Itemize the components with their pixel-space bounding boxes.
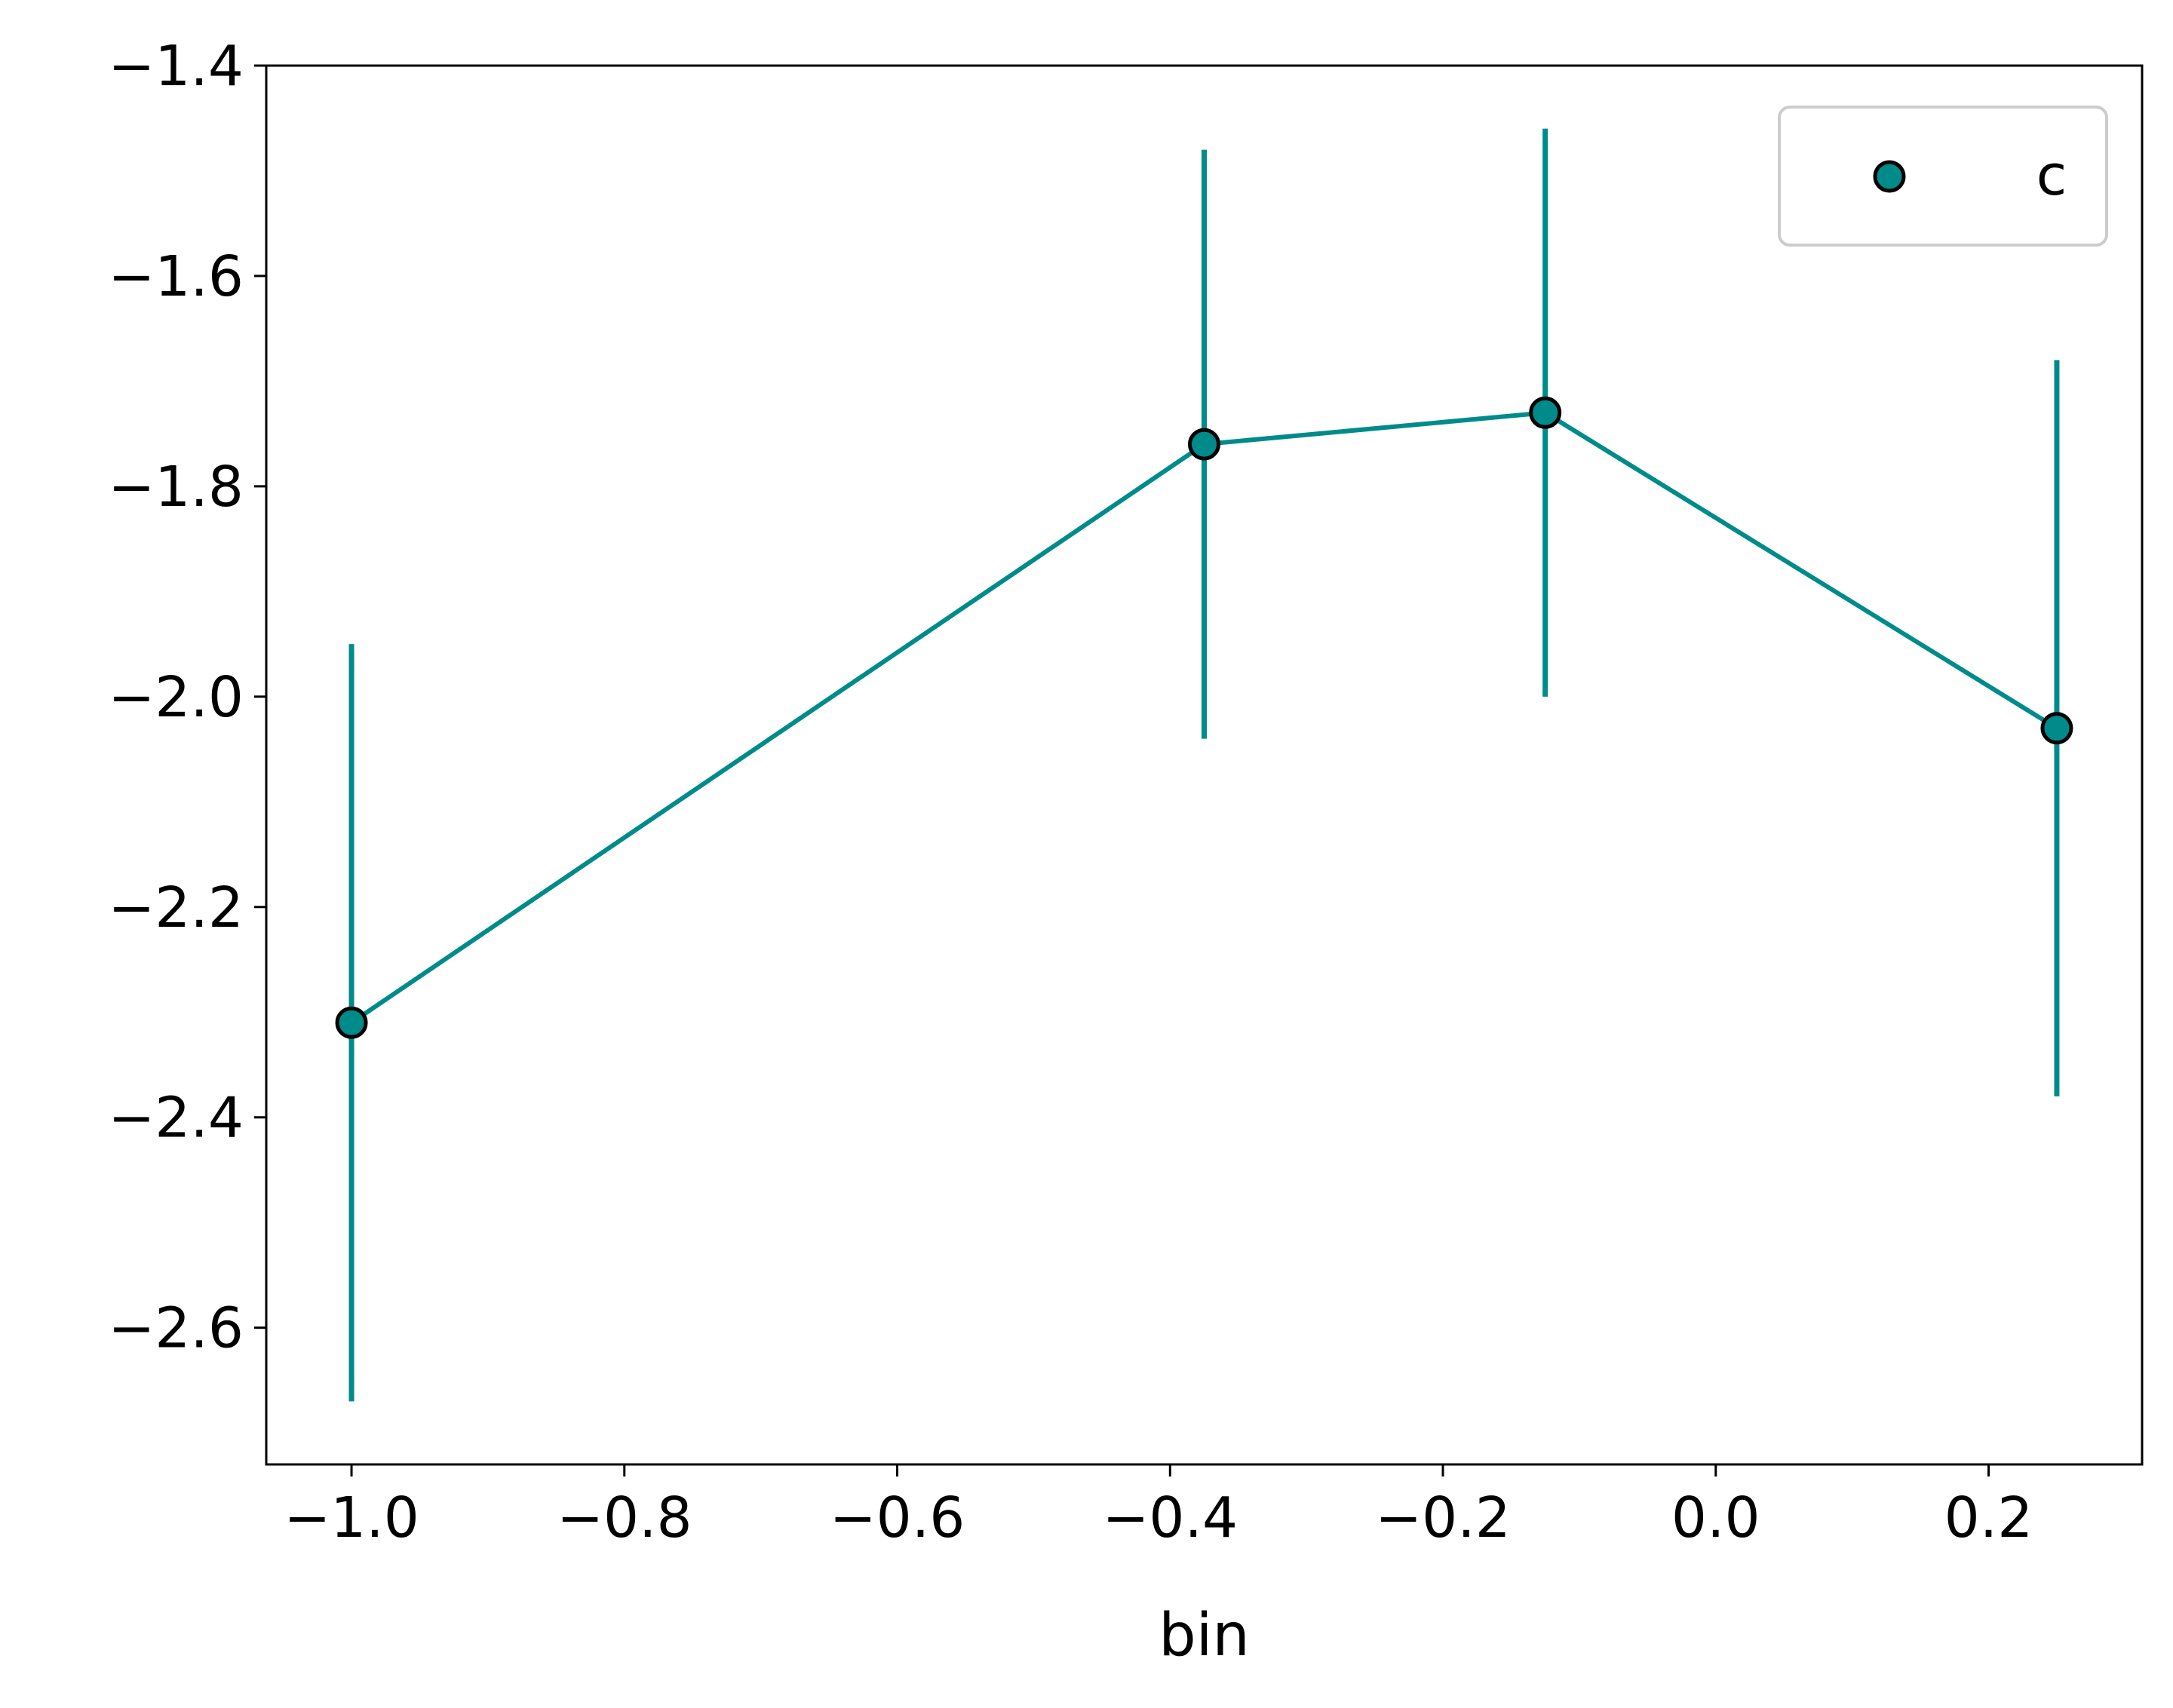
series-line <box>350 410 2058 1025</box>
legend-marker <box>1873 160 1906 193</box>
axes-frame <box>265 64 2144 1466</box>
y-tick-label: −2.0 <box>108 665 244 730</box>
x-tick-label: −1.0 <box>284 1486 419 1550</box>
legend-box <box>1778 106 2108 247</box>
series-layer <box>335 128 2073 1402</box>
y-axis: −2.6 −2.4 −2.2 −2.0 −1.8 −1.6 −1.4 <box>108 34 266 1361</box>
plot-frame <box>265 64 2144 1466</box>
x-tick-label: 0.2 <box>1944 1486 2033 1550</box>
legend-label: c <box>2036 143 2067 208</box>
x-tick-label: 0.0 <box>1671 1486 1760 1550</box>
y-tick-label: −1.8 <box>108 455 244 520</box>
x-axis-label: bin <box>1159 1602 1250 1670</box>
y-tick-label: −2.6 <box>108 1296 244 1361</box>
y-tick-label: −1.4 <box>108 34 244 99</box>
x-tick-label: −0.6 <box>830 1486 965 1550</box>
x-axis: −1.0 −0.8 −0.6 −0.4 −0.2 0.0 0.2 <box>284 1464 2033 1550</box>
x-tick-label: −0.8 <box>557 1486 692 1550</box>
y-tick-label: −1.6 <box>108 244 244 309</box>
legend: c <box>1778 106 2108 247</box>
y-tick-label: −2.2 <box>108 875 244 940</box>
data-point <box>1529 396 1562 429</box>
x-tick-label: −0.4 <box>1102 1486 1238 1550</box>
x-tick-label: −0.2 <box>1375 1486 1511 1550</box>
data-point <box>1188 428 1220 461</box>
data-point <box>335 1006 368 1039</box>
data-point <box>2040 712 2073 745</box>
y-tick-label: −2.4 <box>108 1086 244 1151</box>
